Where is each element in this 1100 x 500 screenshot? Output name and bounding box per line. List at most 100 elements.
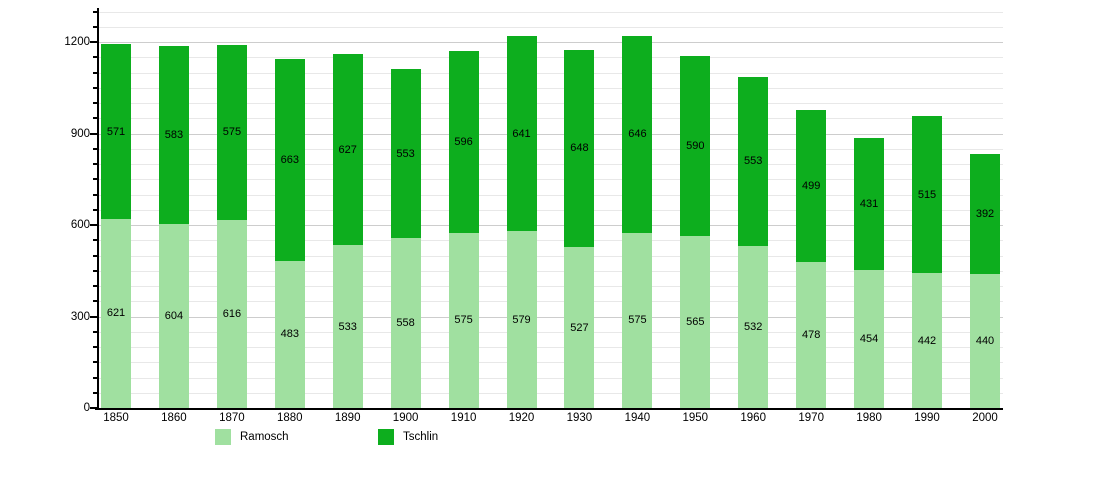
tschlin-color-swatch <box>378 429 394 445</box>
ramosch-value-label: 532 <box>744 320 763 333</box>
y-major-tick <box>90 315 97 318</box>
minor-gridline <box>97 179 1003 181</box>
x-tick-label: 1920 <box>508 412 535 424</box>
bar-segment-ramosch <box>854 269 885 408</box>
minor-gridline <box>97 240 1003 242</box>
x-tick-label: 1950 <box>682 412 709 424</box>
minor-gridline <box>97 209 1003 211</box>
bar-segment-tschlin <box>332 54 363 246</box>
minor-gridline <box>97 194 1003 196</box>
x-tick-label: 1900 <box>392 412 419 424</box>
bar-segment-ramosch <box>564 247 595 408</box>
y-minor-tick <box>93 376 97 379</box>
x-tick-label: 1930 <box>566 412 593 424</box>
major-gridline <box>97 133 1003 135</box>
x-axis-line <box>95 408 1003 410</box>
tschlin-value-label: 648 <box>570 142 589 155</box>
tschlin-value-label: 627 <box>338 143 357 156</box>
minor-gridline <box>97 270 1003 272</box>
bar-segment-ramosch <box>622 232 653 408</box>
bar-segment-tschlin <box>158 46 189 224</box>
ramosch-value-label: 454 <box>859 332 879 345</box>
y-minor-tick <box>93 10 97 13</box>
y-major-tick <box>90 407 97 409</box>
bar-segment-ramosch <box>912 273 942 408</box>
tschlin-value-label: 641 <box>512 127 531 140</box>
bar-segment-ramosch <box>390 237 421 408</box>
y-tick-label: 1200 <box>64 36 90 48</box>
bar-segment-ramosch <box>101 218 131 408</box>
tschlin-value-label: 553 <box>744 155 763 168</box>
y-minor-tick <box>93 330 97 333</box>
ramosch-value-label: 527 <box>570 321 589 334</box>
minor-gridline <box>97 301 1003 303</box>
y-minor-tick <box>93 163 97 165</box>
minor-gridline <box>97 118 1003 120</box>
y-minor-tick <box>93 193 97 196</box>
minor-gridline <box>97 392 1003 394</box>
y-minor-tick <box>93 117 97 120</box>
ramosch-value-label: 579 <box>512 313 531 326</box>
minor-gridline <box>97 362 1003 364</box>
y-minor-tick <box>93 346 97 348</box>
bar-segment-ramosch <box>796 262 827 408</box>
bar-segment-ramosch <box>158 223 189 408</box>
y-minor-tick <box>93 361 97 364</box>
x-tick-label: 1940 <box>624 412 651 424</box>
bar-segment-ramosch <box>506 231 537 408</box>
bar-segment-tschlin <box>216 44 247 221</box>
minor-gridline <box>97 72 1003 74</box>
minor-gridline <box>97 26 1003 28</box>
chart-legend: Ramosch Tschlin <box>0 429 1100 447</box>
y-minor-tick <box>93 56 97 59</box>
ramosch-value-label: 604 <box>164 309 184 322</box>
y-minor-tick <box>93 300 97 303</box>
tschlin-value-label: 571 <box>106 125 126 138</box>
bar-segment-ramosch <box>738 245 769 408</box>
bar-segment-tschlin <box>274 58 305 261</box>
bar-segment-tschlin <box>970 154 1000 274</box>
bar-segment-tschlin <box>448 50 479 233</box>
ramosch-value-label: 483 <box>280 328 299 341</box>
y-tick-label: 300 <box>70 310 90 323</box>
bar-segment-ramosch <box>680 235 711 408</box>
bar-segment-ramosch <box>216 220 247 408</box>
bar-segment-tschlin <box>796 110 827 263</box>
minor-gridline <box>97 103 1003 104</box>
y-minor-tick <box>93 25 97 28</box>
minor-gridline <box>97 148 1003 150</box>
tschlin-value-label: 499 <box>802 180 821 193</box>
ramosch-value-label: 533 <box>338 320 357 333</box>
tschlin-value-label: 515 <box>917 188 937 201</box>
x-tick-label: 1960 <box>740 412 766 424</box>
y-minor-tick <box>93 86 97 89</box>
x-tick-label: 1890 <box>334 412 361 424</box>
ramosch-value-label: 565 <box>686 315 705 328</box>
bar-segment-tschlin <box>101 44 131 219</box>
ramosch-value-label: 575 <box>454 314 473 327</box>
tschlin-value-label: 431 <box>859 197 879 210</box>
tschlin-value-label: 392 <box>975 208 995 220</box>
minor-gridline <box>97 331 1003 333</box>
legend-label-ramosch: Ramosch <box>240 431 289 443</box>
bar-segment-ramosch <box>970 273 1000 408</box>
y-major-tick <box>90 224 97 226</box>
y-minor-tick <box>93 71 97 74</box>
ramosch-color-swatch <box>215 429 231 445</box>
x-tick-label: 1850 <box>103 412 129 424</box>
bar-segment-tschlin <box>564 49 595 248</box>
x-tick-label: 1870 <box>219 412 245 424</box>
major-gridline <box>97 42 1003 43</box>
tschlin-value-label: 646 <box>628 128 647 141</box>
y-minor-tick <box>93 239 97 242</box>
bar-segment-ramosch <box>332 245 363 408</box>
y-minor-tick <box>93 208 97 211</box>
tschlin-value-label: 553 <box>396 147 415 160</box>
tschlin-value-label: 596 <box>454 135 473 148</box>
minor-gridline <box>97 164 1003 165</box>
bar-segment-tschlin <box>390 69 421 238</box>
y-axis-line <box>97 8 99 410</box>
ramosch-value-label: 440 <box>975 334 995 347</box>
y-minor-tick <box>93 102 97 104</box>
